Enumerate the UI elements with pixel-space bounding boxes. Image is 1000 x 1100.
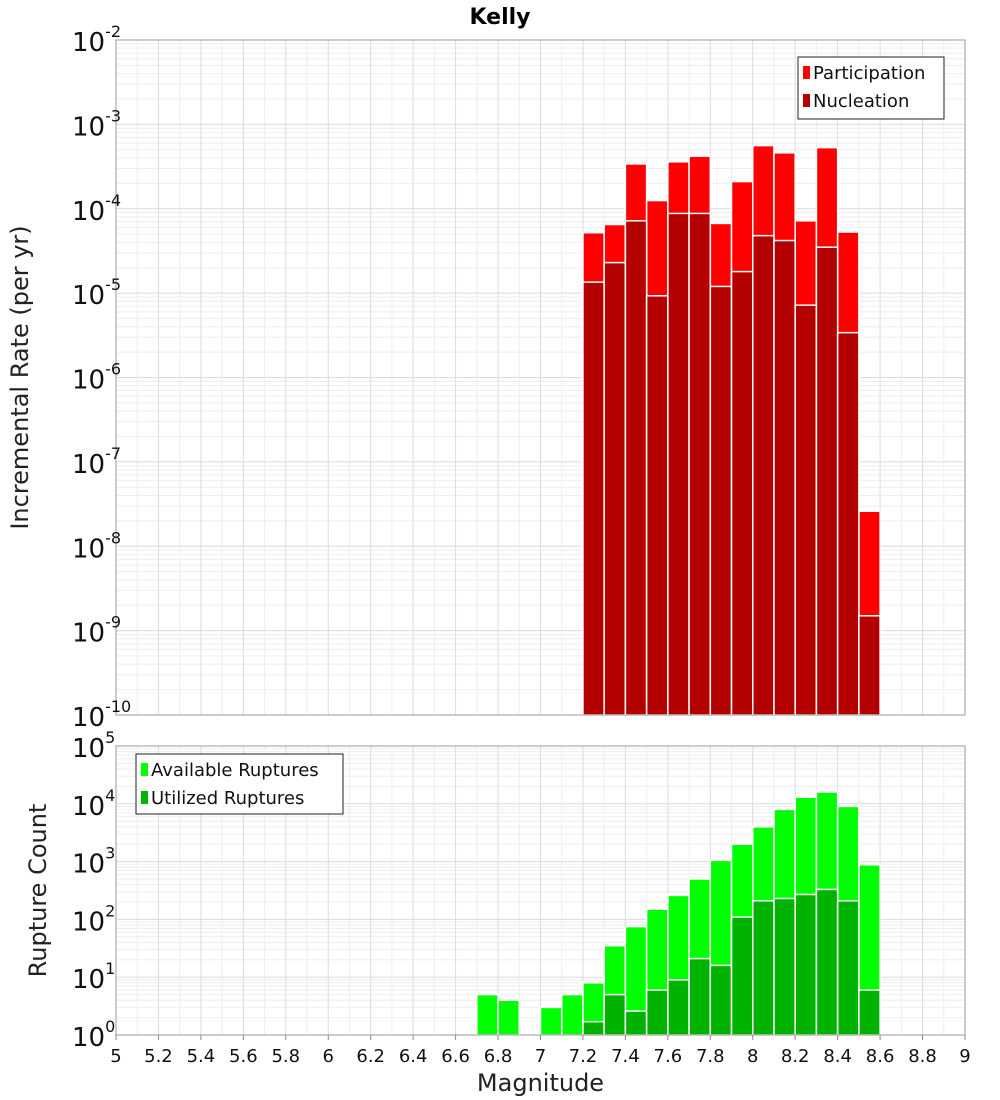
bar-utilized-m7.35	[603, 993, 627, 1036]
bar-nucleation-m7.65	[667, 212, 690, 716]
y-tick-label: 10-4	[72, 191, 121, 227]
y-tick-label: 102	[72, 901, 115, 937]
bar-nucleation-m7.75	[688, 212, 712, 716]
x-tick-label: 6	[323, 1046, 334, 1067]
legend-swatch-nucleation	[803, 94, 810, 107]
x-tick-label: 8.6	[866, 1046, 895, 1067]
legend: Available Ruptures Utilized Ruptures	[135, 753, 344, 815]
x-tick-label: 5	[110, 1046, 121, 1067]
x-tick-label: 5.4	[187, 1046, 216, 1067]
x-tick-label: 6.4	[399, 1046, 428, 1067]
bar-utilized-m8.45	[836, 900, 860, 1036]
bar-available-m7.05	[539, 1006, 563, 1036]
bar-nucleation-m8.15	[773, 239, 796, 716]
bar-utilized-m8.05	[752, 900, 775, 1036]
legend-box	[135, 753, 344, 815]
y-tick-label: 100	[72, 1017, 115, 1053]
bar-nucleation-m7.35	[603, 261, 627, 716]
bar-utilized-m7.45	[624, 1010, 648, 1036]
legend: Participation Nucleation	[797, 56, 945, 120]
bar-nucleation-m7.25	[582, 281, 605, 716]
bar-utilized-m7.85	[709, 964, 733, 1036]
bar-nucleation-m7.95	[730, 270, 754, 716]
legend-swatch-participation	[803, 66, 810, 79]
legend-swatch-available	[141, 763, 148, 776]
x-tick-label: 5.2	[144, 1046, 173, 1067]
y-tick-label: 105	[72, 728, 115, 764]
rate-panel: 10-10 10-9 10-8 10-7 10-6 10-5 10-4 10-3 10-2 Inc…	[6, 22, 966, 733]
x-tick-label: 5.8	[271, 1046, 300, 1067]
y-tick-label: 10-8	[72, 528, 121, 564]
y-tick-label: 104	[72, 786, 115, 822]
bar-utilized-m7.25	[582, 1020, 605, 1036]
legend-box	[797, 56, 945, 120]
bar-nucleation-m7.45	[624, 220, 648, 716]
bar-nucleation-m7.55	[645, 295, 669, 716]
bar-utilized-m7.65	[667, 979, 690, 1036]
x-axis-label: Magnitude	[477, 1069, 604, 1097]
y-tick-label: 10-9	[72, 613, 121, 649]
bar-utilized-m8.55	[858, 989, 881, 1036]
y-tick-label: 101	[72, 959, 115, 995]
x-tick-label: 8	[747, 1046, 758, 1067]
y-axis-label: Rupture Count	[24, 804, 52, 978]
y-tick-label: 10-5	[72, 275, 121, 311]
x-tick-label: 8.4	[823, 1046, 852, 1067]
bar-nucleation-m8.45	[836, 331, 860, 716]
legend-swatch-utilized	[141, 791, 148, 804]
x-tick-label: 6.2	[356, 1046, 385, 1067]
x-tick-label: 5.6	[229, 1046, 258, 1067]
y-tick-label: 10-6	[72, 360, 121, 396]
x-tick-label: 9	[959, 1046, 970, 1067]
plot-frame	[115, 39, 966, 716]
bar-utilized-m7.75	[688, 957, 712, 1036]
chart-title: Kelly	[469, 5, 530, 30]
x-tick-label: 8.8	[908, 1046, 937, 1067]
bar-nucleation-m8.55	[858, 615, 881, 716]
bar-utilized-m8.25	[794, 893, 818, 1036]
x-tick-label: 7	[535, 1046, 546, 1067]
y-axis-label: Incremental Rate (per yr)	[6, 225, 34, 529]
x-tick-label: 8.2	[781, 1046, 810, 1067]
legend-label-nucleation: Nucleation	[813, 91, 909, 112]
y-tick-label: 10-2	[72, 22, 121, 58]
legend-label-utilized: Utilized Ruptures	[151, 788, 304, 809]
x-tick-label: 7.6	[654, 1046, 683, 1067]
bar-utilized-m8.35	[815, 888, 839, 1036]
bar-nucleation-m8.05	[752, 234, 775, 716]
bar-nucleation-m7.85	[709, 285, 733, 716]
bar-available-m6.75	[476, 993, 499, 1036]
y-tick-label: 10-10	[72, 697, 131, 733]
rupture-count-panel: 100 101 102 103 104 105 Rupture Count Available…	[24, 728, 971, 1097]
bar-utilized-m7.55	[645, 989, 669, 1036]
x-tick-label: 6.6	[441, 1046, 470, 1067]
x-tick-label: 6.8	[484, 1046, 513, 1067]
legend-label-participation: Participation	[813, 63, 925, 84]
x-tick-label: 7.4	[611, 1046, 640, 1067]
y-tick-label: 10-3	[72, 106, 121, 142]
bar-nucleation-m8.35	[815, 246, 839, 716]
legend-label-available: Available Ruptures	[151, 760, 319, 781]
bar-available-m7.15	[560, 993, 584, 1036]
x-tick-label: 7.8	[696, 1046, 725, 1067]
bar-utilized-m7.95	[730, 916, 754, 1036]
y-tick-label: 10-7	[72, 444, 121, 480]
y-tick-label: 103	[72, 844, 115, 880]
x-tick-label: 7.2	[569, 1046, 598, 1067]
bar-nucleation-m8.25	[794, 304, 818, 716]
bar-available-m6.85	[497, 999, 521, 1036]
bar-utilized-m8.15	[773, 897, 796, 1036]
